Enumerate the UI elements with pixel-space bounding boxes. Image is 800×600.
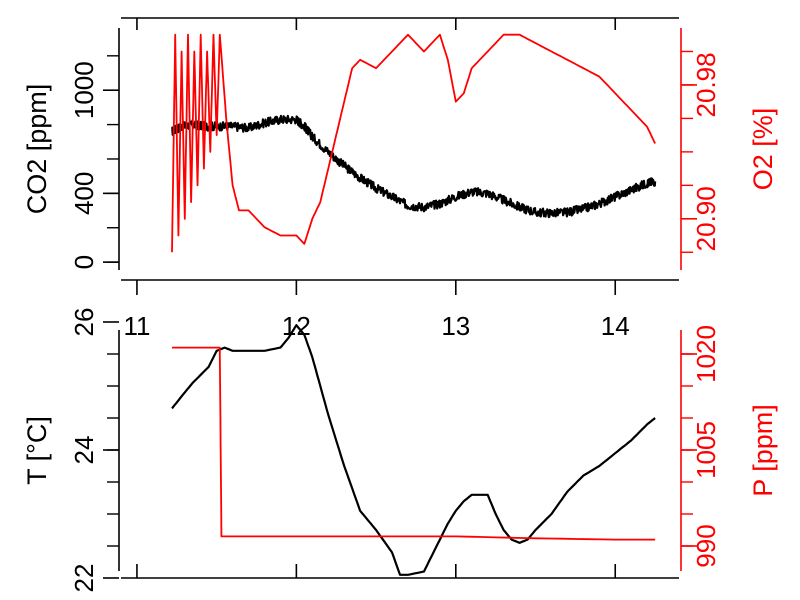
right-y-axis-title: P [ppm]: [748, 404, 778, 497]
x-tick-label: 13: [441, 311, 470, 341]
right-y-tick-label: 1020: [691, 325, 721, 383]
left-y-axis-title: CO2 [ppm]: [22, 84, 52, 215]
left-y-tick-label: 0: [69, 255, 99, 269]
o2-series-line: [171, 33, 656, 253]
right-y-axis-title: O2 [%]: [748, 108, 778, 191]
left-y-tick-label: 24: [69, 436, 99, 465]
left-y-tick-label: 22: [69, 564, 99, 593]
right-y-tick-label: 990: [691, 524, 721, 567]
right-y-tick-label: 20.90: [691, 186, 721, 251]
right-y-tick-label: 1005: [691, 421, 721, 479]
right-y-tick-label: 20.98: [691, 52, 721, 117]
x-tick-label: 14: [601, 311, 630, 341]
left-y-tick-label: 1000: [69, 61, 99, 119]
temperature-series-line: [171, 324, 656, 576]
temperature-pressure-panel: 22 24 26 T [°C] 990 1005 1020 P [ppm]: [22, 308, 778, 593]
left-y-tick-label: 400: [69, 172, 99, 215]
pressure-series-line: [172, 346, 656, 541]
left-y-tick-label: 26: [69, 308, 99, 337]
x-tick-label: 11: [123, 311, 150, 341]
left-y-axis-title: T [°C]: [22, 416, 52, 485]
co2-series-line: [171, 114, 657, 219]
